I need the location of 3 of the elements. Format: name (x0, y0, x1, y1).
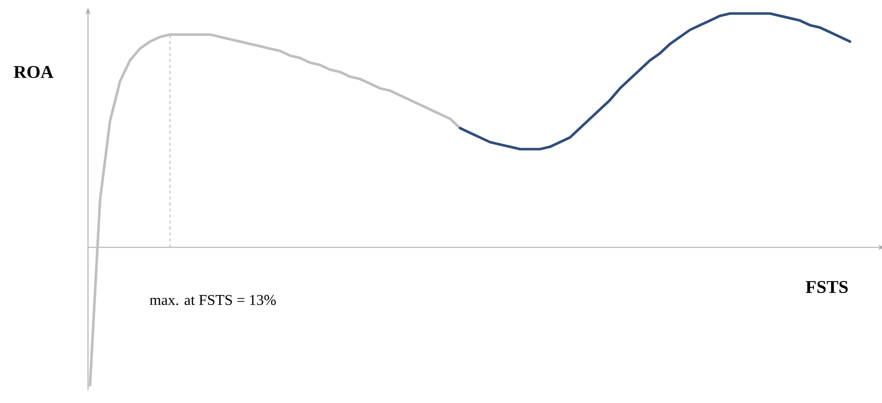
annotation: max. at FSTS = 13% (150, 294, 276, 306)
y-axis-title: ROA (14, 66, 54, 78)
x-axis-title: FSTS (806, 280, 848, 294)
